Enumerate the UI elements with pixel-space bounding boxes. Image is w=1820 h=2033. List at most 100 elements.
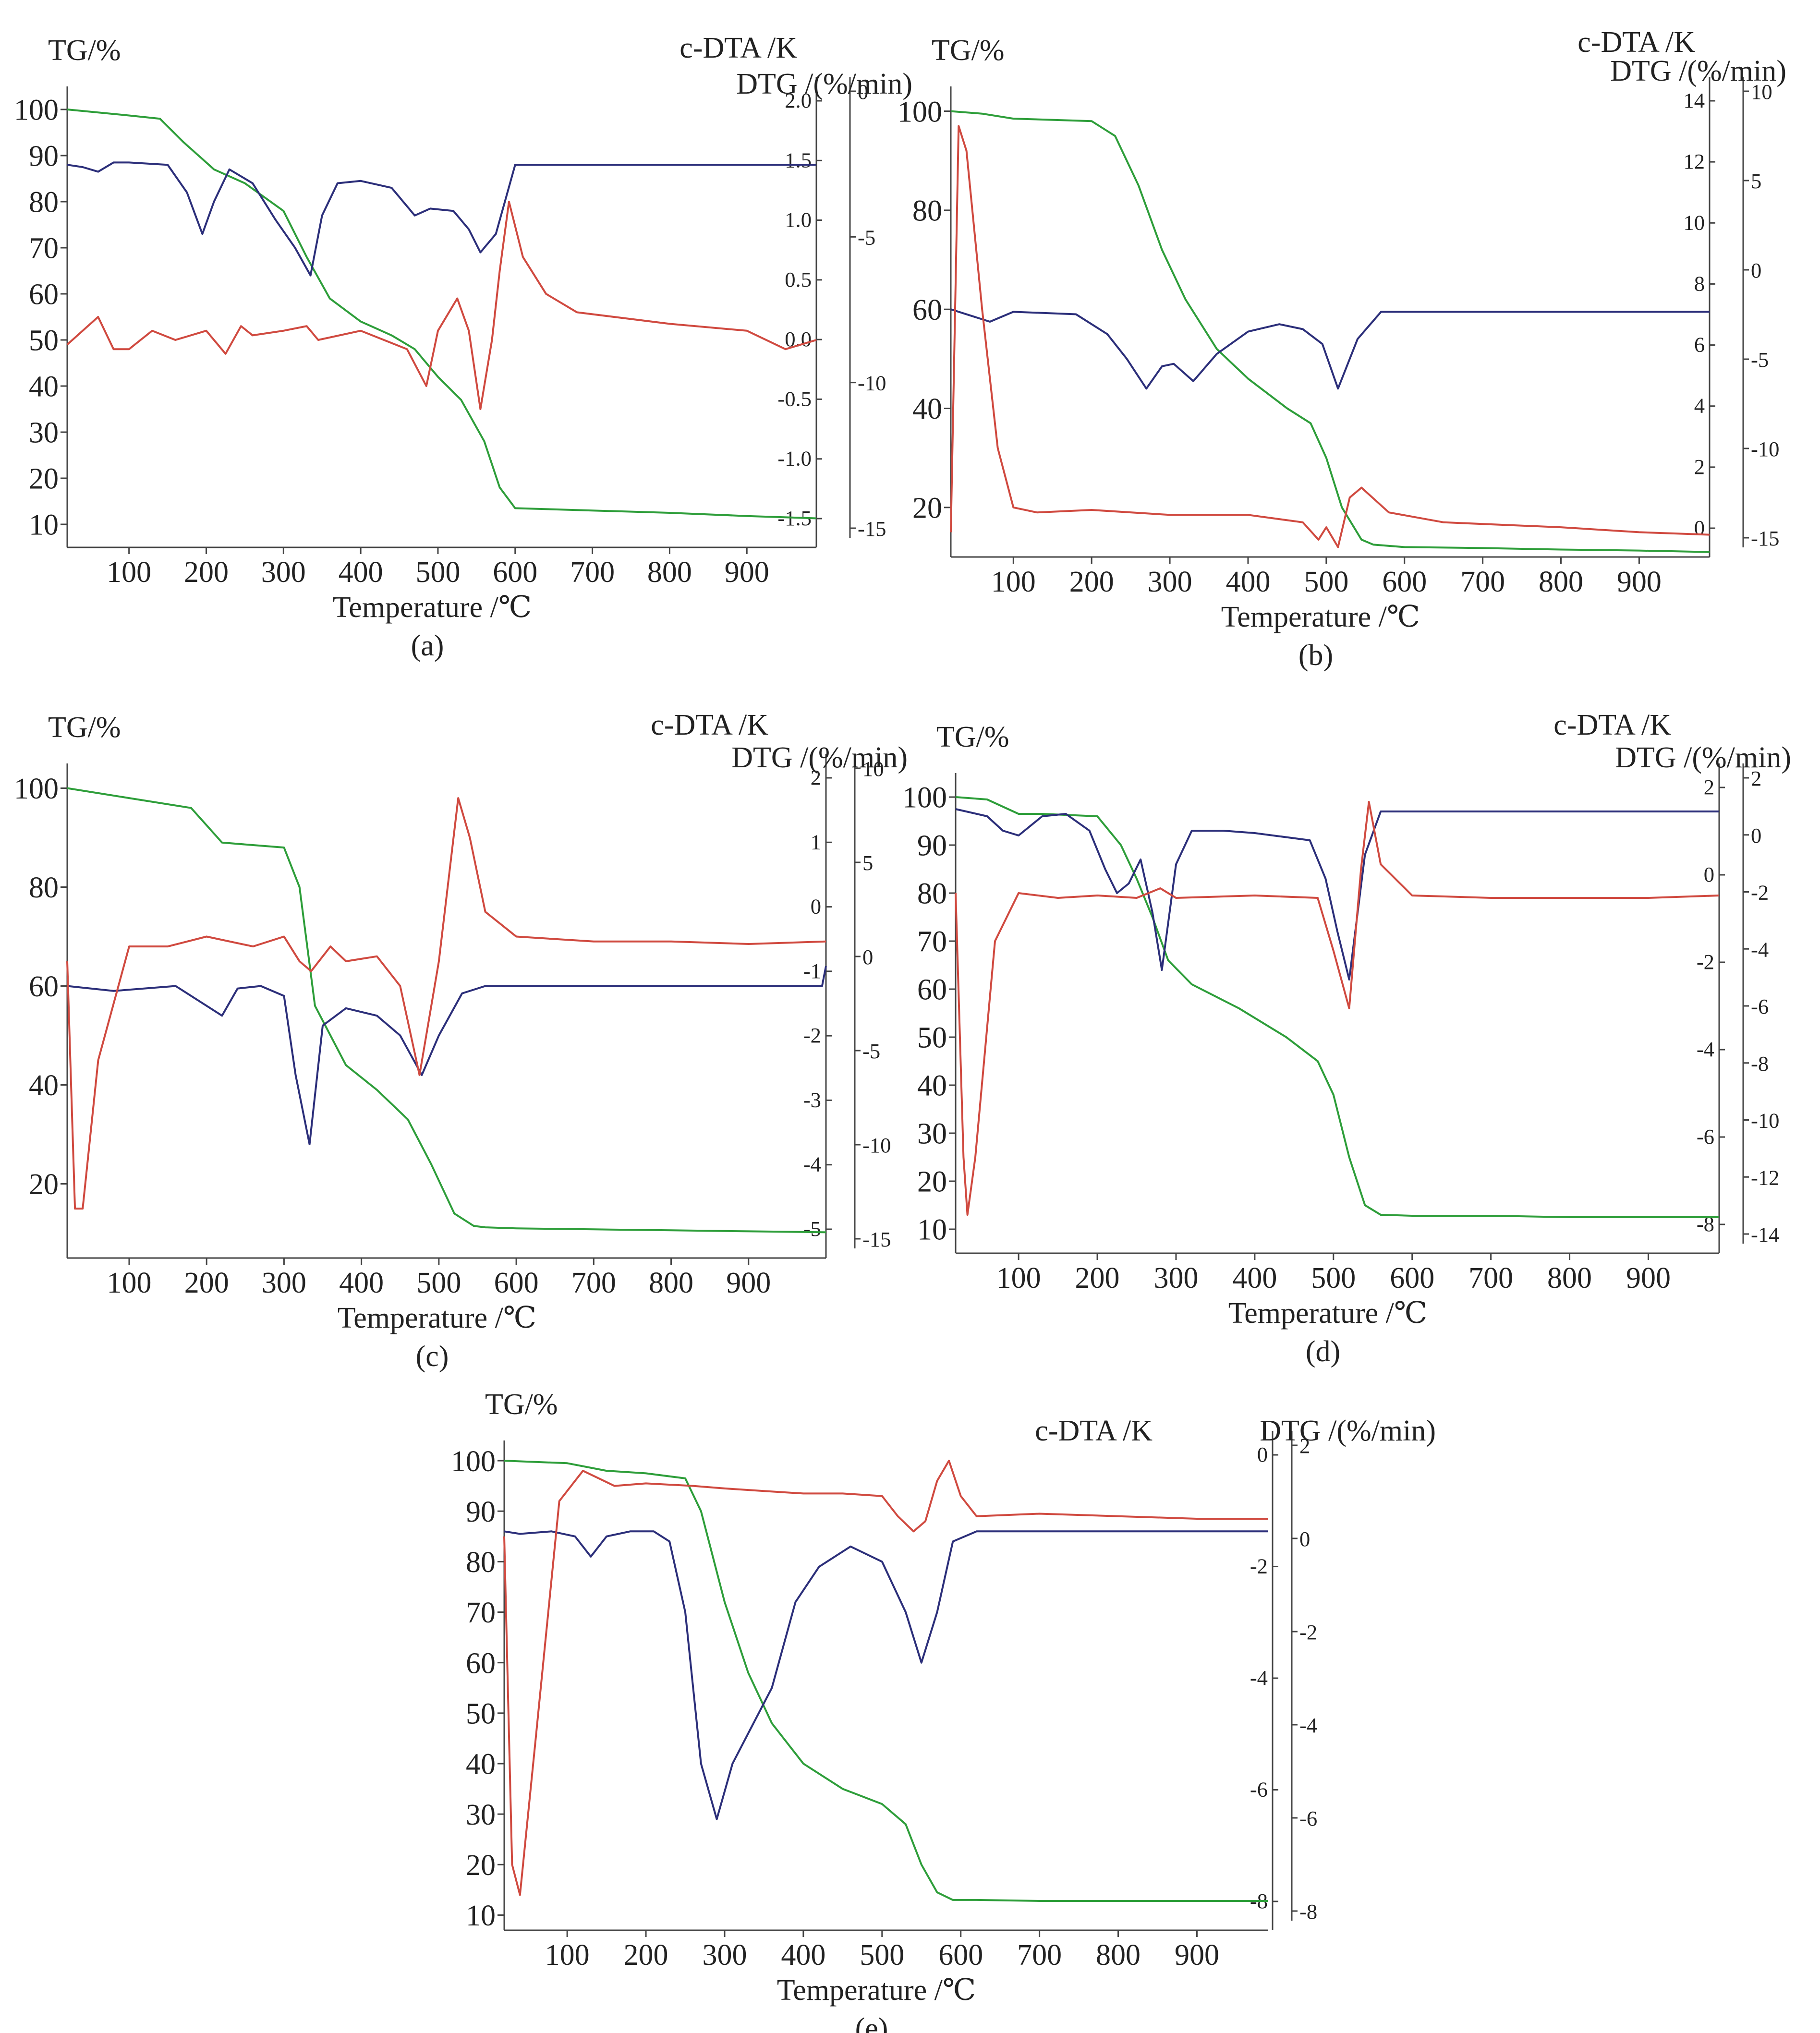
right-b-tick-label: 10	[1751, 80, 1772, 104]
x-tick-label: 500	[416, 1267, 461, 1299]
right-a-tick-label: -8	[1697, 1212, 1714, 1236]
series-line-c-dta	[503, 1460, 1268, 1896]
x-tick-label: 900	[726, 1267, 771, 1299]
right-b-tick-label: 0	[1299, 1527, 1310, 1551]
right-b-tick-label: 2	[1299, 1434, 1310, 1458]
cdta-axis-title: c-DTA /K	[1553, 709, 1671, 741]
y-tick-label: 40	[29, 1069, 59, 1102]
x-tick-label: 200	[184, 1267, 229, 1299]
x-tick-label: 800	[1539, 566, 1583, 598]
y-tick-label: 70	[29, 232, 59, 265]
cdta-axis-title: c-DTA /K	[679, 32, 797, 64]
y-tick-label: 30	[917, 1118, 947, 1150]
y-tick-label: 40	[29, 371, 59, 403]
x-tick-label: 100	[545, 1939, 590, 1972]
x-tick-label: 100	[107, 556, 151, 589]
x-tick-label: 300	[1148, 566, 1192, 598]
y-tick-label: 20	[466, 1849, 496, 1882]
x-tick-label: 600	[494, 1267, 539, 1299]
right-a-tick-label: -2	[1250, 1554, 1268, 1578]
right-a-tick-label: 2	[811, 765, 821, 789]
right-a-tick-label: 2	[1694, 455, 1705, 479]
dtg-axis-title: DTG /(%/min)	[731, 741, 908, 774]
x-tick-label: 800	[649, 1267, 693, 1299]
x-tick-label: 900	[725, 556, 769, 589]
y-axis-title: TG/%	[48, 34, 121, 67]
x-tick-label: 800	[1547, 1262, 1592, 1295]
y-tick-label: 60	[466, 1647, 496, 1680]
x-axis-title: Temperature /℃	[1221, 601, 1420, 633]
right-a-tick-label: 0	[1694, 516, 1705, 540]
y-tick-label: 30	[29, 417, 59, 449]
y-tick-label: 90	[466, 1496, 496, 1528]
cdta-axis-title: c-DTA /K	[651, 709, 768, 741]
y-tick-label: 60	[912, 294, 942, 327]
right-a-tick-label: 12	[1683, 149, 1705, 173]
series-line-c-dta	[950, 125, 1710, 548]
right-a-tick-label: 2.0	[785, 88, 812, 112]
series-line-dtg	[950, 308, 1710, 390]
right-b-tick-label: 2	[1751, 766, 1761, 790]
right-b-tick-label: 0	[862, 945, 873, 969]
y-tick-label: 100	[898, 96, 942, 128]
y-tick-label: 50	[466, 1698, 496, 1730]
y-tick-label: 80	[917, 878, 947, 910]
dtg-axis-title: DTG /(%/min)	[736, 68, 912, 100]
x-tick-label: 900	[1617, 566, 1662, 598]
x-tick-label: 700	[570, 556, 615, 589]
right-a-tick-label: -5	[803, 1217, 821, 1241]
right-b-tick-label: -5	[862, 1039, 880, 1063]
y-tick-label: 80	[912, 195, 942, 228]
chart-panel-d: 100 200 300 400 500 600 700 800 9001020304050607…	[902, 709, 1791, 1368]
right-a-tick-label: -4	[1697, 1037, 1714, 1061]
x-tick-label: 100	[107, 1267, 151, 1299]
cdta-axis-title: c-DTA /K	[1577, 26, 1695, 59]
right-b-tick-label: -10	[862, 1133, 891, 1157]
panel-label: (c)	[416, 1340, 449, 1373]
right-a-tick-label: -6	[1697, 1125, 1714, 1149]
y-tick-label: 40	[917, 1070, 947, 1102]
right-b-tick-label: -15	[858, 517, 886, 541]
y-tick-label: 70	[466, 1597, 496, 1629]
right-b-tick-label: 0	[858, 80, 868, 104]
x-tick-label: 500	[1304, 566, 1348, 598]
right-a-tick-label: -3	[803, 1088, 821, 1112]
dtg-axis-title: DTG /(%/min)	[1615, 741, 1791, 774]
x-axis-title: Temperature /℃	[777, 1974, 976, 2007]
right-a-tick-label: 1.0	[785, 208, 812, 232]
y-tick-label: 10	[917, 1214, 947, 1246]
panel-label: (d)	[1306, 1335, 1340, 1368]
y-tick-label: 20	[917, 1166, 947, 1198]
y-axis-title: TG/%	[485, 1388, 558, 1421]
right-a-tick-label: 6	[1694, 333, 1705, 357]
y-tick-label: 100	[902, 782, 947, 814]
panel-label: (b)	[1298, 639, 1333, 672]
x-tick-label: 300	[702, 1939, 747, 1972]
right-a-tick-label: -1	[803, 959, 821, 983]
x-tick-label: 700	[1460, 566, 1505, 598]
y-tick-label: 20	[912, 492, 942, 525]
dtg-axis-title: DTG /(%/min)	[1260, 1415, 1436, 1447]
right-a-tick-label: 4	[1694, 394, 1705, 418]
x-tick-label: 200	[1075, 1262, 1120, 1295]
y-tick-label: 20	[29, 463, 59, 496]
right-b-tick-label: 5	[862, 851, 873, 875]
right-a-tick-label: 8	[1694, 271, 1705, 295]
right-b-tick-label: -2	[1299, 1620, 1317, 1644]
x-tick-label: 800	[1096, 1939, 1141, 1972]
y-tick-label: 40	[912, 393, 942, 425]
right-b-tick-label: -4	[1299, 1713, 1317, 1737]
y-tick-label: 90	[29, 140, 59, 173]
right-b-tick-label: -6	[1299, 1806, 1317, 1830]
y-tick-label: 20	[29, 1168, 59, 1201]
y-tick-label: 10	[466, 1900, 496, 1932]
series-line-c-dta	[66, 201, 817, 410]
x-tick-label: 400	[339, 1267, 384, 1299]
dtg-axis-title: DTG /(%/min)	[1610, 55, 1786, 87]
panel-label: (a)	[411, 629, 444, 662]
chart-panel-a: 100 200 300 400 500 600 700 800 9001020304050607…	[14, 32, 912, 662]
x-tick-label: 500	[415, 556, 460, 589]
x-tick-label: 300	[1153, 1262, 1198, 1295]
x-axis-title: Temperature /℃	[1228, 1297, 1427, 1330]
